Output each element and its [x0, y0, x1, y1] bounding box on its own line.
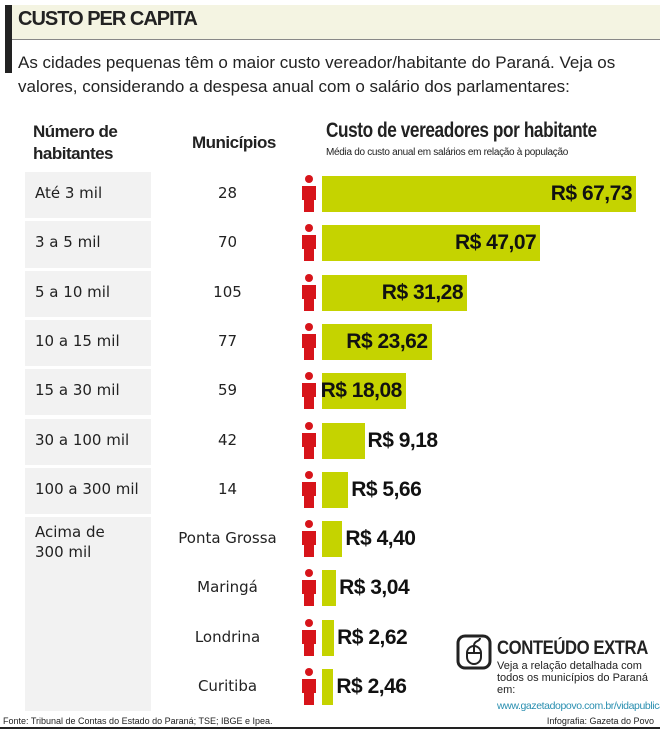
person-icon — [302, 618, 316, 656]
municipios-value: 77 — [217, 331, 238, 350]
chart-subtitle: Média do custo anual em salários em rela… — [326, 147, 568, 158]
row-label-cell — [25, 467, 151, 515]
person-icon — [302, 569, 316, 607]
cost-label: R$ 3,04 — [339, 576, 410, 600]
municipios-value: Londrina — [194, 627, 261, 646]
row-label: 3 a 5 mil — [35, 233, 101, 252]
row-label: 10 a 15 mil — [35, 331, 120, 350]
cost-bar — [322, 471, 349, 508]
row-label-cell — [25, 418, 151, 465]
cost-bar — [322, 373, 406, 410]
cost-label: R$ 23,62 — [346, 329, 428, 353]
extra-link[interactable]: www.gazetadopovo.com.br/vidapublica — [497, 700, 660, 712]
row-label: 15 a 30 mil — [35, 381, 120, 400]
cost-bar — [322, 669, 334, 705]
municipios-value: 42 — [217, 430, 238, 449]
cost-label: R$ 2,46 — [336, 675, 407, 698]
row-label-cell — [25, 221, 151, 268]
cost-bar — [322, 619, 335, 656]
cost-bar — [322, 521, 343, 558]
col-header-habitantes: Número de habitantes — [33, 122, 118, 163]
person-icon — [302, 322, 316, 360]
person-icon — [302, 175, 316, 212]
municipios-value: 59 — [217, 381, 238, 400]
source-note: Fonte: Tribunal de Contas do Estado do P… — [3, 716, 273, 726]
municipios-value: 105 — [213, 282, 242, 301]
row-label: 5 a 10 mil — [35, 282, 111, 301]
cost-label: R$ 9,18 — [367, 428, 439, 452]
person-icon — [302, 470, 316, 508]
chart-title: Custo de vereadores por habitante — [326, 119, 597, 142]
person-icon — [302, 372, 316, 410]
row-label-cell — [25, 319, 151, 367]
municipios-value: Maringá — [197, 578, 258, 597]
row-label-cell — [25, 369, 151, 416]
municipios-value: Curitiba — [197, 677, 258, 695]
person-icon — [302, 520, 316, 558]
person-icon — [302, 224, 316, 262]
person-icon — [302, 273, 316, 311]
footer-rule — [0, 727, 660, 729]
row-label-cell — [25, 270, 151, 317]
cost-bar — [322, 176, 636, 212]
municipios-value: 28 — [217, 184, 238, 202]
extra-title: CONTEÚDO EXTRA — [497, 638, 648, 659]
cost-bar — [322, 323, 432, 360]
cost-bar — [322, 422, 365, 459]
col-header-municipios: Municípios — [192, 133, 276, 152]
cost-label: R$ 5,66 — [351, 477, 422, 501]
page-title: CUSTO PER CAPITA — [18, 8, 198, 30]
cost-bar — [322, 225, 541, 262]
row-label: 100 a 300 mil — [35, 479, 139, 498]
credit-note: Infografia: Gazeta do Povo — [546, 716, 654, 726]
cost-label: R$ 47,07 — [455, 231, 537, 255]
cost-bar — [322, 570, 337, 607]
cost-label: R$ 2,62 — [337, 625, 408, 649]
person-icon — [302, 668, 316, 705]
cost-label: R$ 18,08 — [320, 379, 403, 403]
municipios-value: 14 — [217, 479, 238, 498]
row-label-cell — [25, 517, 151, 712]
cost-label: R$ 4,40 — [345, 527, 416, 551]
header-band — [5, 5, 660, 40]
cost-label: R$ 31,28 — [381, 280, 464, 304]
municipios-value: 70 — [217, 233, 238, 252]
header-accent — [5, 5, 12, 73]
intro-text: As cidades pequenas têm o maior custo ve… — [18, 53, 616, 96]
person-icon — [302, 421, 316, 459]
municipios-value: Ponta Grossa — [178, 529, 277, 548]
mouse-icon — [456, 634, 492, 670]
row-label-cell — [25, 172, 151, 219]
extra-text: Veja a relação detalhada com todos os mu… — [497, 660, 649, 696]
cost-bar — [322, 274, 468, 311]
row-label: Acima de 300 mil — [35, 523, 105, 562]
row-label: Até 3 mil — [35, 184, 103, 202]
row-label: 30 a 100 mil — [35, 430, 130, 449]
cost-label: R$ 67,73 — [550, 182, 633, 205]
